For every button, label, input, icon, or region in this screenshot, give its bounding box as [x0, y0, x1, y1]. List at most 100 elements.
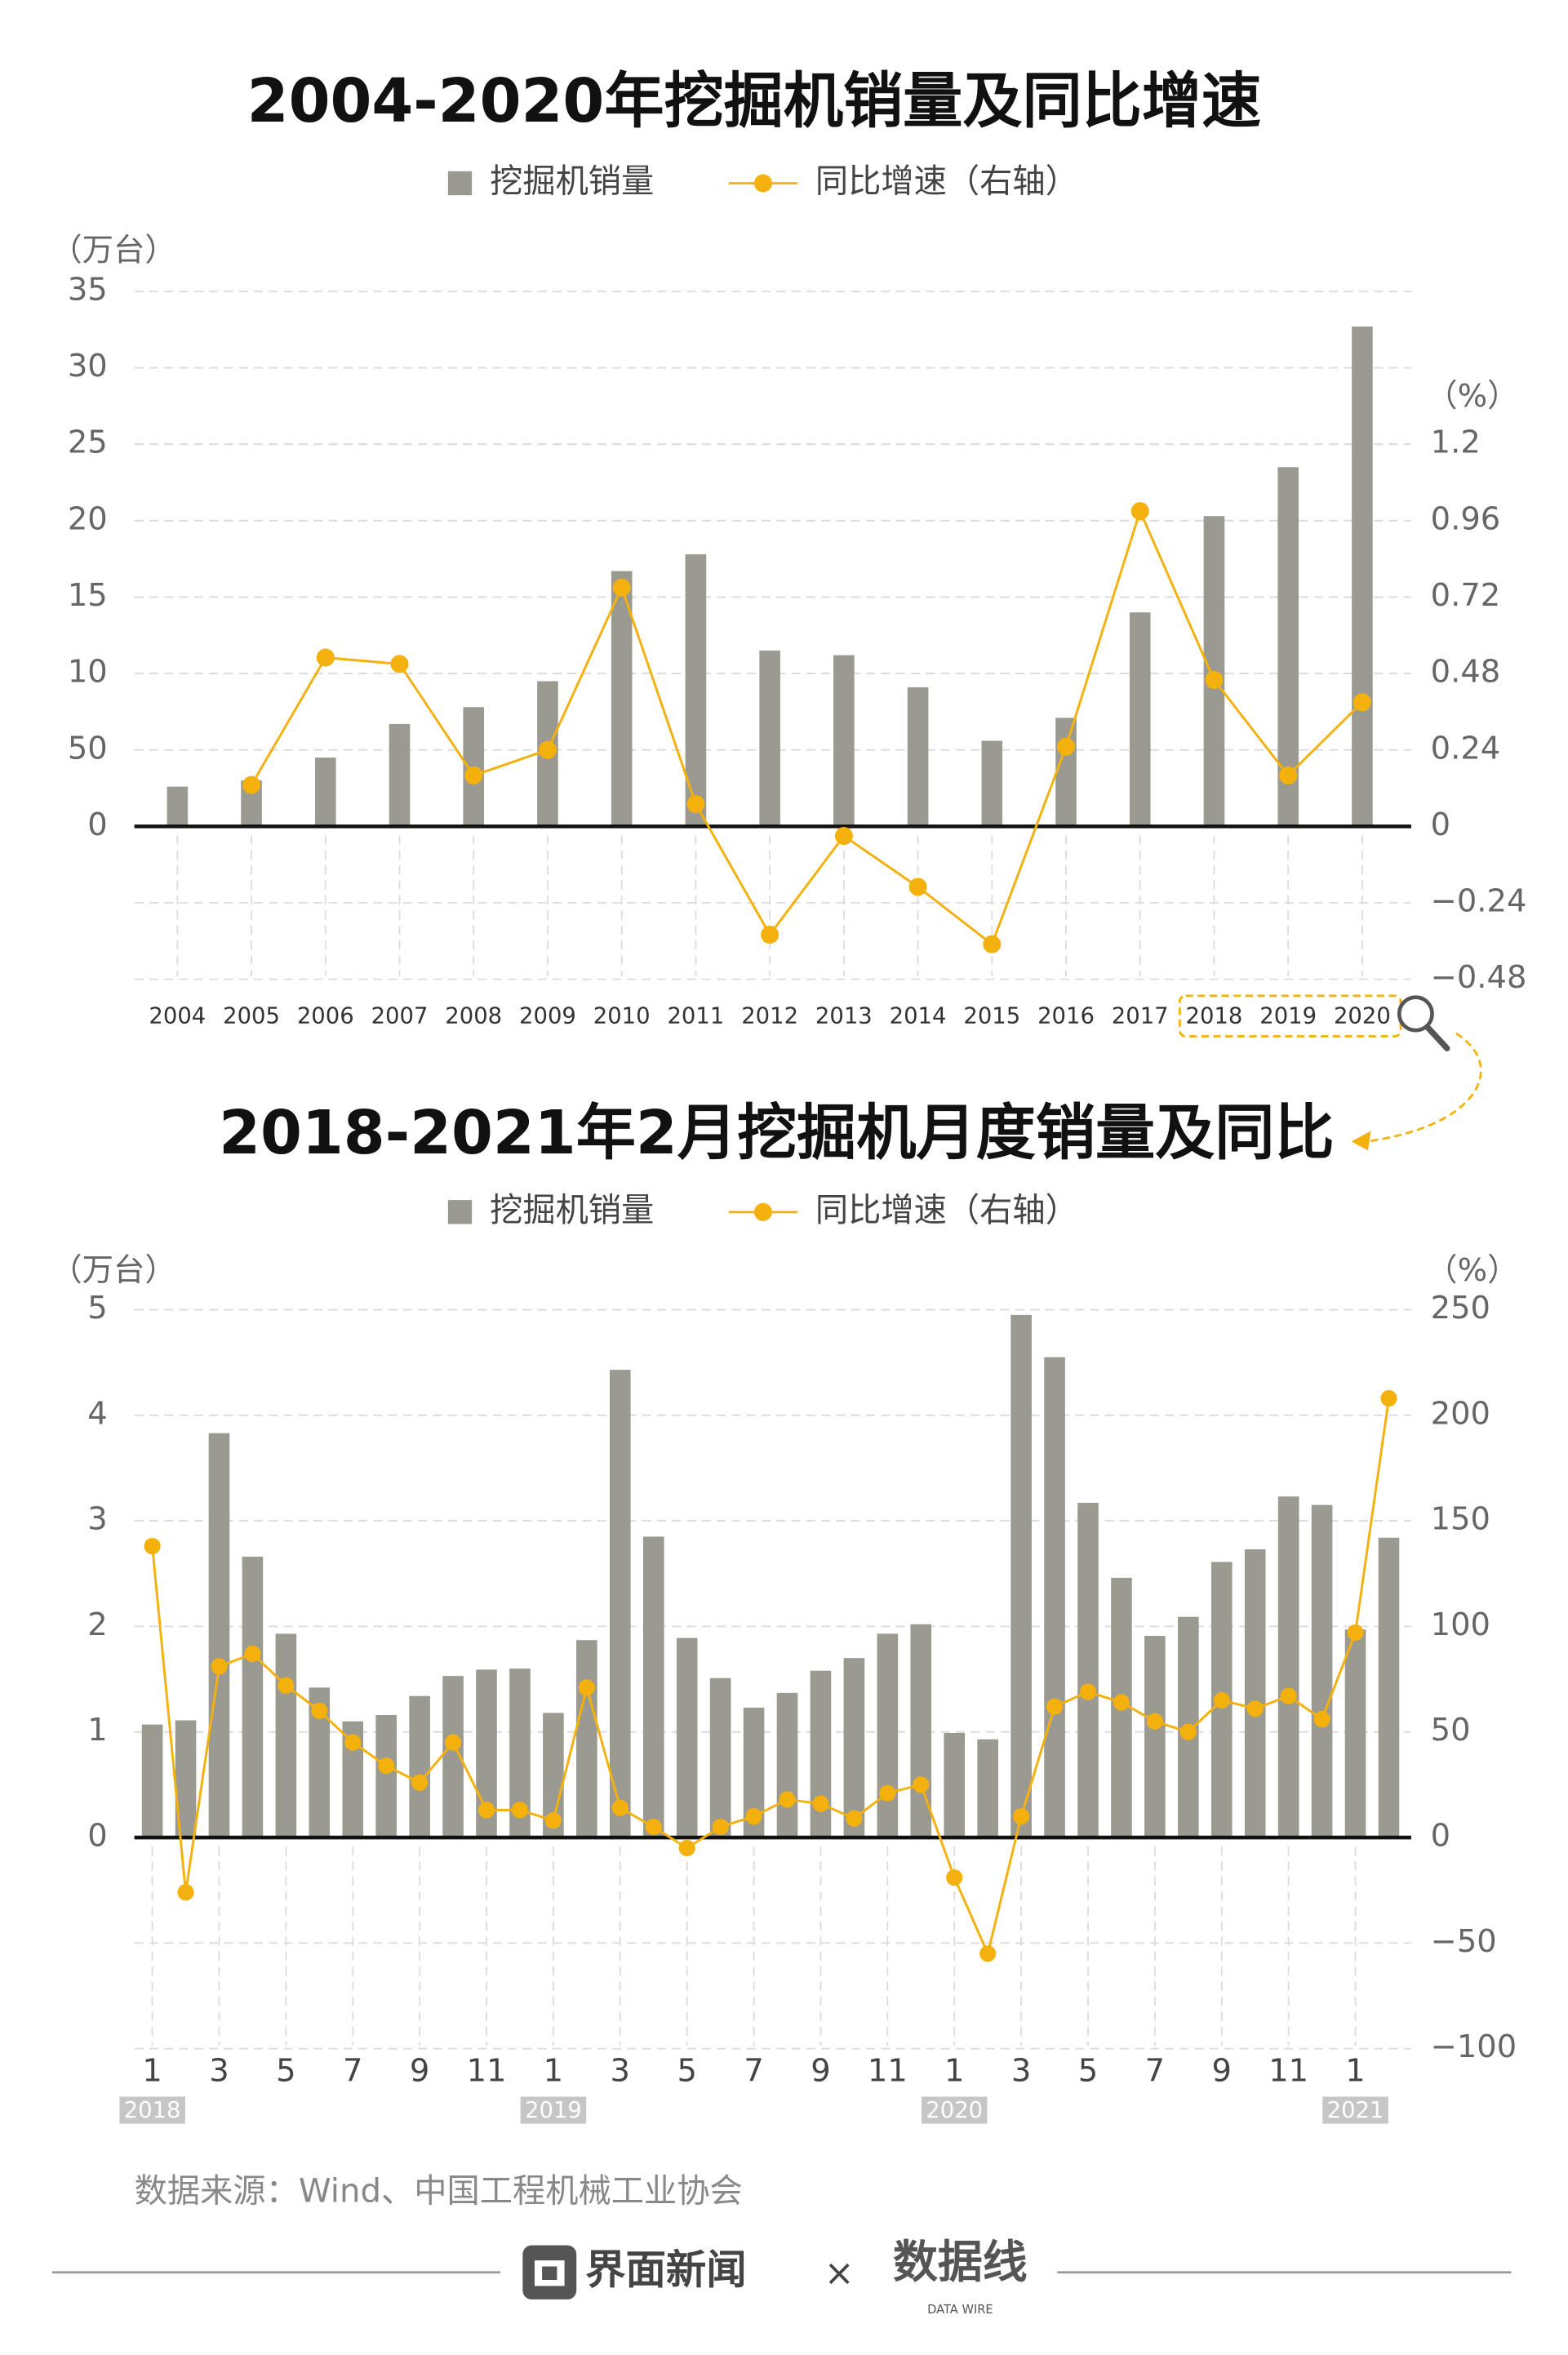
bar — [642, 1536, 664, 1838]
bar — [759, 651, 780, 827]
line-dot — [278, 1677, 295, 1694]
x-tick-label: 7 — [1145, 2053, 1165, 2090]
bar — [1311, 1504, 1333, 1838]
line-dot — [1347, 1624, 1364, 1642]
y-unit: （万台） — [51, 1252, 176, 1289]
bar — [389, 723, 411, 827]
bar — [1055, 718, 1077, 827]
y-tick-label: 15 — [68, 577, 108, 614]
x-tick-label: 5 — [1078, 2053, 1098, 2090]
line-dot — [511, 1802, 529, 1819]
x-tick-label: 2016 — [1037, 1003, 1095, 1029]
y2-tick-label: 0.48 — [1431, 654, 1501, 691]
bar — [1277, 1496, 1299, 1838]
x-tick-label: 1 — [142, 2053, 162, 2090]
line-dot — [913, 1776, 930, 1793]
year-badge — [1322, 2096, 1388, 2124]
line-dot — [538, 740, 557, 759]
line-dot — [611, 1799, 629, 1816]
x-tick-label: 3 — [611, 2053, 630, 2090]
bar — [843, 1658, 865, 1838]
bar — [776, 1692, 798, 1838]
legend-label: 同比增速（右轴） — [815, 1191, 1078, 1229]
line-dot — [445, 1734, 462, 1751]
bar — [576, 1640, 597, 1838]
line-dot — [779, 1791, 796, 1808]
line-dot — [544, 1812, 562, 1829]
x-tick-label: 3 — [1011, 2053, 1031, 2090]
bar — [1077, 1503, 1099, 1838]
year-label: 2019 — [525, 2097, 582, 2123]
line-dot — [645, 1818, 662, 1836]
y-tick-label: 30 — [68, 348, 108, 384]
bar — [810, 1670, 832, 1838]
line-dot — [979, 1945, 997, 1962]
arrow — [1366, 1032, 1482, 1143]
y2-tick-label: 50 — [1431, 1712, 1471, 1748]
y-tick-label: 1 — [87, 1712, 107, 1748]
line-dot — [1113, 1694, 1130, 1711]
bar — [1011, 1314, 1032, 1838]
line-dot — [1146, 1713, 1163, 1730]
x-tick-label: 9 — [410, 2053, 429, 2090]
bar — [907, 687, 929, 827]
y-tick-label: 50 — [68, 730, 108, 766]
x-tick-label: 1 — [944, 2053, 964, 2090]
x-tick-label: 2012 — [741, 1003, 798, 1029]
x-tick-label: 11 — [467, 2053, 507, 2090]
line-dot — [745, 1808, 762, 1825]
y-tick-label: 10 — [68, 654, 108, 691]
y2-unit: （%） — [1426, 1252, 1518, 1289]
y2-tick-label: −50 — [1431, 1923, 1497, 1960]
y2-tick-label: −0.48 — [1431, 959, 1527, 996]
y-tick-label: 3 — [87, 1500, 107, 1537]
year-badge — [921, 2096, 988, 2124]
x-tick-label: 2011 — [667, 1003, 724, 1029]
x-tick-label: 2013 — [815, 1003, 873, 1029]
x-tick-label: 1 — [544, 2053, 563, 2090]
x-tick-label: 9 — [811, 2053, 830, 2090]
bar — [208, 1433, 230, 1838]
line-dot — [378, 1757, 395, 1775]
line-dot — [464, 766, 483, 784]
partner-sub: DATA WIRE — [927, 2303, 993, 2317]
y2-tick-label: 0 — [1431, 806, 1450, 843]
legend-swatch — [447, 171, 473, 196]
line-dot — [344, 1734, 362, 1751]
year-badge — [520, 2096, 587, 2124]
x-tick-label: 2015 — [963, 1003, 1020, 1029]
line-dot — [1205, 670, 1224, 689]
bar — [977, 1739, 998, 1838]
bar — [1144, 1636, 1166, 1838]
y-tick-label: 0 — [87, 806, 107, 843]
bar — [1244, 1549, 1266, 1838]
line-dot — [242, 775, 261, 794]
line-dot — [846, 1810, 863, 1827]
line-dot — [411, 1774, 429, 1791]
line-dot — [879, 1784, 896, 1802]
x-tick-label: 3 — [209, 2053, 229, 2090]
x-tick-label: 2019 — [1259, 1003, 1317, 1029]
x-tick-label: 5 — [677, 2053, 696, 2090]
bar — [1129, 612, 1151, 827]
x-tick-label: 11 — [868, 2053, 908, 2090]
line-dot — [761, 925, 780, 944]
line-dot — [1013, 1808, 1030, 1825]
x-tick-label: 2020 — [1334, 1003, 1391, 1029]
year-label: 2018 — [124, 2097, 181, 2123]
x-tick-label: 1 — [1345, 2053, 1365, 2090]
line-dot — [678, 1839, 695, 1857]
line-dot — [1046, 1698, 1064, 1715]
line-dot — [478, 1802, 495, 1819]
legend-label: 挖掘机销量 — [490, 1191, 654, 1229]
x-tick-label: 2004 — [149, 1003, 206, 1029]
y2-tick-label: −0.24 — [1431, 882, 1527, 919]
line-dot — [1179, 1723, 1197, 1740]
x-tick-label: 2006 — [297, 1003, 354, 1029]
bar — [375, 1715, 397, 1838]
y-tick-label: 4 — [87, 1395, 107, 1432]
bar — [981, 740, 1003, 827]
line-dot — [1380, 1389, 1397, 1407]
y2-tick-label: 0.24 — [1431, 730, 1501, 766]
